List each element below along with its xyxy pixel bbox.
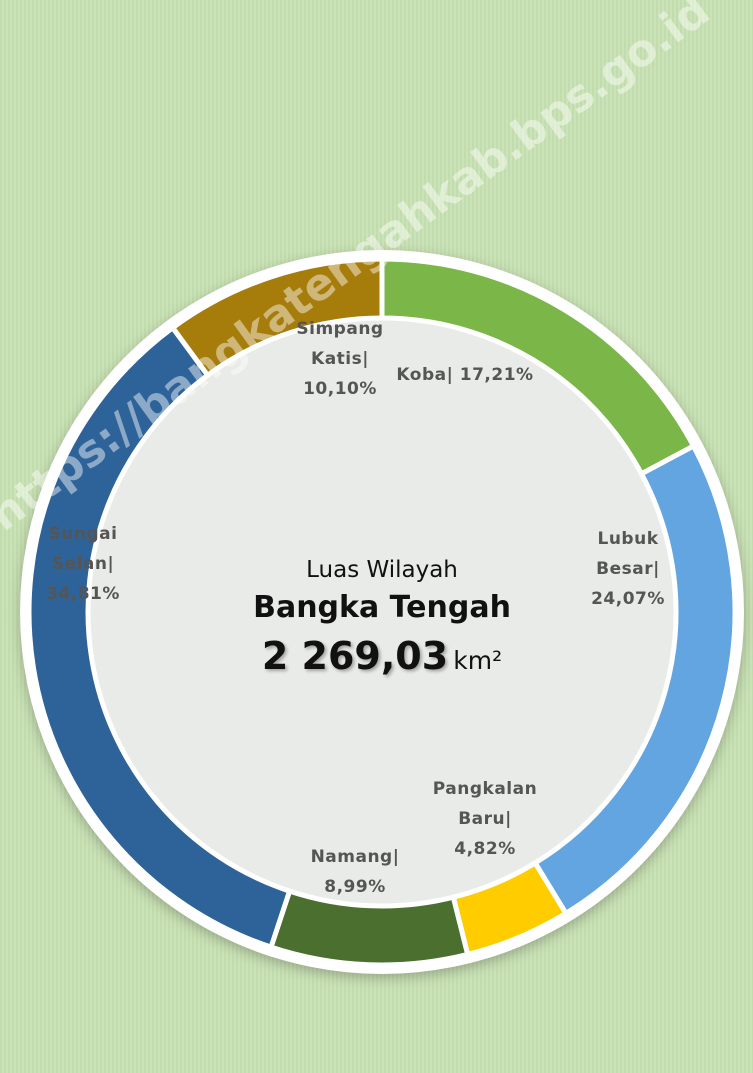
segment-label: Simpang Katis| 10,10% <box>275 314 405 404</box>
segment-name: Pangkalan Baru| <box>432 779 538 829</box>
segment-value: 10,10% <box>303 379 377 399</box>
segment-name: Sungai Selan| <box>48 524 118 574</box>
segment-value: 34,81% <box>46 584 120 604</box>
segment-name: Koba| <box>396 365 454 385</box>
segment-name: Namang| <box>310 847 400 867</box>
segment-value: 4,82% <box>454 839 516 859</box>
center-title: Bangka Tengah <box>253 590 511 625</box>
center-value: 2 269,03 <box>261 634 449 678</box>
segment-value: 24,07% <box>591 589 665 609</box>
segment-label: Namang| 8,99% <box>290 842 420 902</box>
segment-label: Pangkalan Baru| 4,82% <box>420 774 550 864</box>
center-disk <box>88 318 676 906</box>
segment-label: Lubuk Besar| 24,07% <box>573 524 683 614</box>
segment-value: 17,21% <box>459 365 534 385</box>
segment-name: Simpang Katis| <box>296 319 384 369</box>
donut-segment <box>169 256 385 379</box>
center-unit: km² <box>453 646 503 675</box>
segment-label: Koba| 17,21% <box>380 360 550 390</box>
center-subtitle: Luas Wilayah <box>306 557 458 583</box>
center-text: Luas Wilayah Bangka Tengah 2 269,03 km² <box>182 552 582 684</box>
segment-value: 8,99% <box>324 877 386 897</box>
segment-name: Lubuk Besar| <box>596 529 660 579</box>
segment-label: Sungai Selan| 34,81% <box>28 519 138 609</box>
